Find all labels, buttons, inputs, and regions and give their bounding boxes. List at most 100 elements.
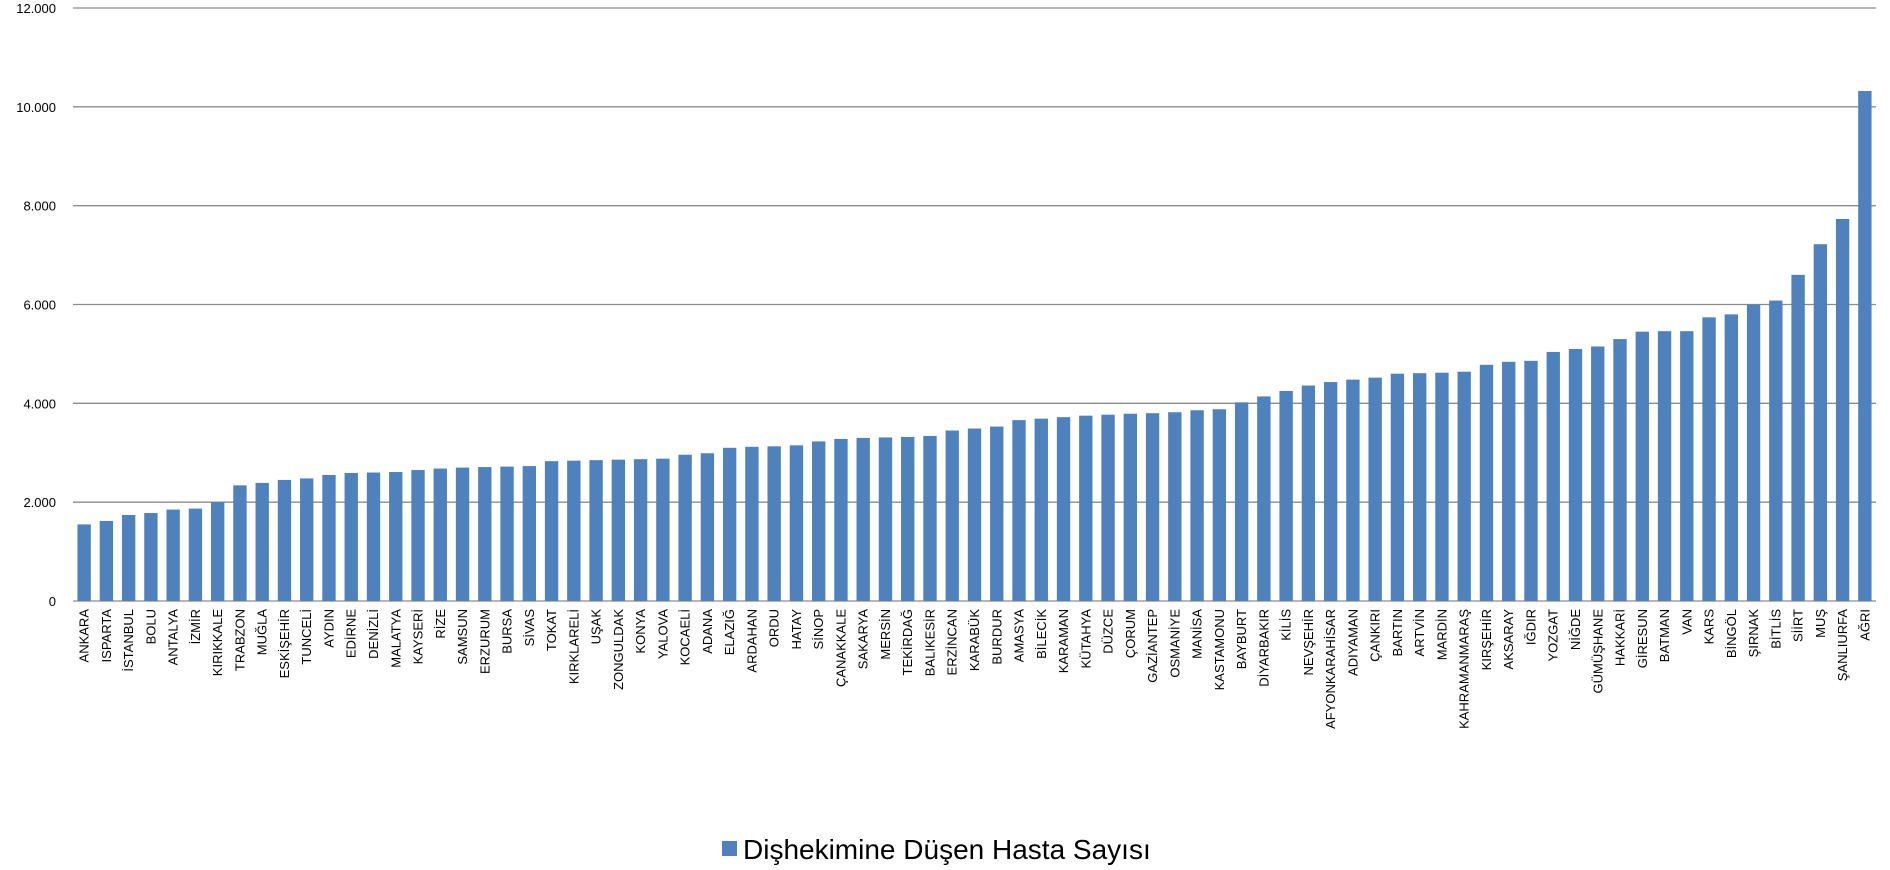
bar: [1301, 385, 1316, 601]
bar: [1368, 377, 1382, 601]
x-tick-label: İZMİR: [188, 609, 203, 644]
x-tick-label: OSMANİYE: [1167, 609, 1182, 678]
bar: [1635, 331, 1649, 601]
bar: [188, 508, 203, 601]
bar: [967, 428, 982, 601]
bar: [144, 513, 158, 601]
bar: [1568, 348, 1583, 601]
legend-label: Dişhekimine Düşen Hasta Sayısı: [743, 834, 1151, 865]
x-tick-label: SİİRT: [1791, 609, 1806, 642]
bar: [166, 509, 180, 601]
bar: [923, 435, 937, 601]
x-tick-label: YOZGAT: [1546, 609, 1561, 662]
x-tick-label: KIRKLARELİ: [566, 609, 581, 684]
x-tick-label: BARTIN: [1390, 609, 1405, 656]
bar: [1012, 420, 1026, 601]
x-tick-label: KARS: [1702, 609, 1717, 645]
bar: [455, 467, 470, 601]
bar: [1791, 274, 1805, 601]
x-tick-label: AFYONKARAHİSAR: [1323, 609, 1338, 729]
bar: [567, 460, 581, 601]
bar: [1323, 382, 1338, 601]
bar: [1413, 373, 1427, 601]
x-tick-label: MUĞLA: [255, 609, 270, 656]
x-tick-label: İSTANBUL: [121, 609, 136, 672]
x-tick-label: SAKARYA: [856, 609, 871, 670]
x-tick-label: GÜMÜŞHANE: [1590, 609, 1605, 694]
x-tick-label: MALATYA: [388, 609, 403, 668]
bar: [1680, 331, 1694, 601]
bar: [121, 515, 136, 601]
bar: [990, 426, 1004, 601]
y-tick-label: 4.000: [23, 396, 56, 411]
bar: [411, 470, 425, 601]
bar: [745, 446, 759, 601]
x-axis: ANKARA ISPARTA İSTANBUL BOLU ANTALYA İZMİR KIR…: [77, 609, 1873, 729]
legend: Dişhekimine Düşen Hasta Sayısı: [722, 834, 1151, 865]
bar: [1746, 304, 1761, 601]
x-tick-label: HAKKARİ: [1613, 609, 1628, 666]
bar: [1724, 314, 1738, 601]
bar: [812, 441, 826, 601]
x-tick-label: ESKİŞEHİR: [277, 609, 292, 678]
bar: [1168, 412, 1182, 601]
x-tick-label: KOCAELİ: [678, 609, 693, 665]
bar: [233, 485, 247, 601]
y-tick-label: 12.000: [16, 1, 56, 16]
x-tick-label: UŞAK: [589, 609, 604, 645]
x-tick-label: MERSİN: [878, 609, 893, 660]
bar: [1858, 91, 1872, 602]
x-tick-label: TEKİRDAĞ: [900, 609, 915, 675]
bar: [878, 437, 893, 601]
x-tick-label: ÇANKIRI: [1368, 609, 1383, 662]
bar: [1591, 346, 1605, 601]
x-tick-label: TUNCELİ: [299, 609, 314, 665]
x-tick-label: BİLECİK: [1034, 609, 1049, 659]
x-tick-label: DENİZLİ: [366, 609, 381, 659]
bar: [834, 438, 848, 601]
bar: [656, 458, 670, 601]
y-tick-label: 10.000: [16, 100, 56, 115]
bar: [255, 482, 269, 601]
x-tick-label: IĞDIR: [1523, 609, 1538, 645]
x-tick-label: YALOVA: [655, 609, 670, 659]
bar: [1546, 351, 1560, 601]
x-tick-label: KIRŞEHİR: [1479, 609, 1494, 670]
x-tick-label: KIRIKKALE: [210, 609, 225, 677]
x-tick-label: MANİSA: [1190, 609, 1205, 659]
bar: [1524, 360, 1538, 601]
bar: [1079, 415, 1093, 601]
bar: [300, 478, 314, 601]
bar: [433, 468, 447, 601]
bar: [1279, 390, 1293, 601]
bar: [767, 446, 781, 601]
x-tick-label: ÇORUM: [1123, 609, 1138, 658]
x-tick-label: ISPARTA: [99, 609, 114, 663]
x-tick-label: ORDU: [767, 609, 782, 647]
x-tick-label: ADANA: [700, 609, 715, 654]
x-tick-label: HATAY: [789, 609, 804, 650]
bar: [1502, 361, 1516, 601]
y-tick-label: 8.000: [23, 199, 56, 214]
y-axis: 0 2.000 4.000 6.000 8.000 10.000 12.000: [16, 1, 56, 609]
bar: [1769, 300, 1783, 601]
x-tick-label: BURSA: [500, 609, 515, 654]
bar: [1702, 317, 1716, 601]
bar: [544, 461, 559, 601]
y-tick-label: 6.000: [23, 298, 56, 313]
bar: [789, 445, 804, 601]
bar: [1101, 414, 1115, 601]
bar: [1145, 413, 1160, 601]
bar: [366, 472, 381, 601]
x-tick-label: AYDIN: [321, 609, 336, 648]
bar: [1657, 331, 1672, 601]
bar: [611, 459, 626, 601]
x-tick-label: DÜZCE: [1101, 609, 1116, 654]
x-tick-label: AKSARAY: [1501, 609, 1516, 670]
x-tick-label: BALIKESİR: [922, 609, 937, 676]
x-tick-label: ANTALYA: [166, 609, 181, 666]
x-tick-label: ŞIRNAK: [1746, 609, 1761, 658]
bar: [99, 520, 114, 601]
x-tick-label: AMASYA: [1012, 609, 1027, 663]
x-tick-label: ŞANLIURFA: [1835, 609, 1850, 682]
